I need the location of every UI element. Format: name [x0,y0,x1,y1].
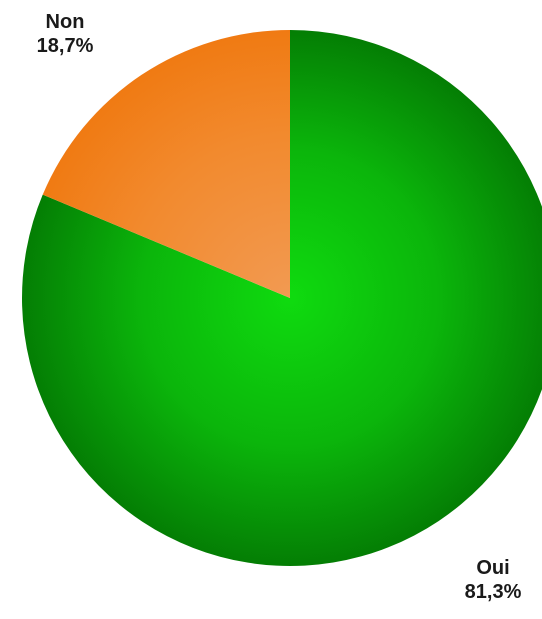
slice-label-oui: Oui 81,3% [448,556,538,604]
pie-slice-oui [22,30,542,566]
pie-slice-non [42,30,290,298]
slice-category-non: Non [45,11,85,33]
slice-value-non: 18,7% [36,35,94,57]
slice-label-non: Non 18,7% [10,10,120,58]
slice-value-oui: 81,3% [464,581,522,603]
slice-category-oui: Oui [476,557,510,579]
